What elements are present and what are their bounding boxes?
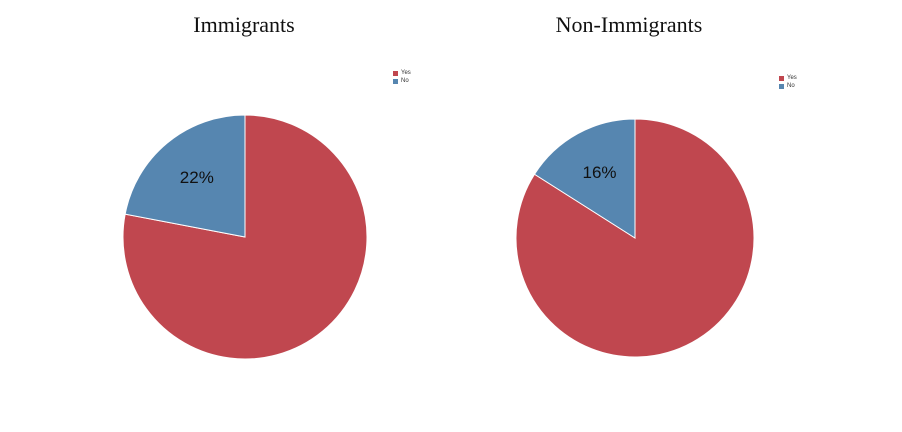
legend-label-yes: Yes — [401, 70, 411, 76]
chart-title-non-immigrants: Non-Immigrants — [555, 12, 703, 37]
legend-swatch-yes — [779, 75, 784, 81]
pie-slice-no — [533, 118, 636, 239]
legend-immigrants: Yes No — [393, 69, 411, 85]
pie-non-immigrants: 16% — [515, 118, 755, 358]
legend-swatch-yes — [393, 70, 398, 76]
legend-entry-no: No — [393, 77, 411, 85]
slice-label-no: 22% — [180, 168, 214, 187]
slice-label-no: 16% — [582, 163, 616, 182]
legend-entry-yes: Yes — [779, 74, 797, 82]
pie-slice-no — [124, 114, 246, 238]
legend-swatch-no — [393, 78, 398, 84]
pie-immigrants: 22% — [122, 114, 368, 360]
legend-entry-no: No — [779, 82, 797, 90]
chart-title-immigrants: Immigrants — [193, 12, 295, 37]
legend-non-immigrants: Yes No — [779, 74, 797, 90]
legend-label-yes: Yes — [787, 75, 797, 81]
legend-label-no: No — [787, 83, 795, 89]
legend-label-no: No — [401, 78, 409, 84]
legend-swatch-no — [779, 83, 784, 89]
legend-entry-yes: Yes — [393, 69, 411, 77]
